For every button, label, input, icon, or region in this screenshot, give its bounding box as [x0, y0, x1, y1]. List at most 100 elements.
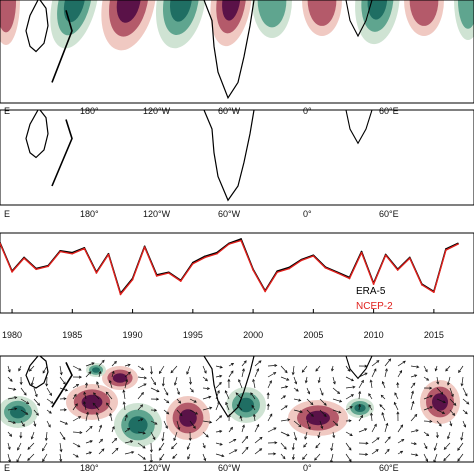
wind-vector-head-73 [23, 392, 27, 396]
point-ncep2-1998 [228, 243, 230, 245]
wind-vector-241 [332, 431, 335, 438]
wind-vector-224 [111, 426, 115, 433]
wind-vector-255 [42, 442, 48, 451]
wind-vector-head-276 [315, 445, 319, 449]
wind-vector-head-125 [224, 390, 228, 394]
contour-negative-3-2 [170, 0, 193, 22]
coastline-south-america-1 [203, 0, 255, 100]
wind-vector-192 [163, 420, 168, 429]
wind-vector-38 [31, 376, 35, 386]
vector-map-contour-8-2 [112, 373, 128, 383]
coastline-africa-2 [345, 110, 373, 145]
wind-vector-240 [318, 431, 321, 438]
wind-vector-head-194 [192, 425, 196, 429]
wind-vector-head-311 [302, 456, 306, 460]
vector-map-contour-1-2 [81, 394, 103, 410]
wind-vector-head-158 [194, 411, 199, 415]
wind-vector-head-235 [256, 423, 260, 428]
wind-vector-head-27 [364, 364, 368, 368]
wind-vector-head-310 [291, 456, 295, 461]
wind-vector-head-18 [243, 360, 247, 364]
wind-vector-head-242 [349, 433, 353, 436]
wind-vector-107 [462, 387, 468, 397]
wind-vector-253 [17, 442, 22, 451]
point-ncep2-1996 [204, 256, 206, 259]
wind-vector-118 [137, 392, 144, 400]
coastline-australia-3 [25, 356, 49, 389]
wind-vector-115 [93, 392, 100, 400]
wind-vector-297 [124, 451, 134, 455]
wind-vector-head-265 [171, 446, 175, 450]
wind-vector-head-287 [457, 447, 461, 451]
wind-vector-head-264 [158, 447, 162, 451]
point-ncep2-1999 [240, 239, 242, 242]
wind-vector-275 [303, 442, 308, 448]
wind-vector-50 [189, 376, 192, 385]
wind-vector-head-241 [332, 435, 336, 439]
wind-vector-head-2 [28, 368, 32, 372]
wind-vector-270 [241, 436, 248, 444]
map2-lon-label-2: 120°W [143, 209, 171, 219]
wind-vector-276 [315, 442, 321, 449]
map1-lon-label-3: 60°W [218, 106, 241, 116]
wind-vector-head-308 [273, 452, 277, 456]
wind-vector-265 [171, 442, 178, 450]
contour-positive-2-2 [116, 0, 141, 23]
wind-vector-head-312 [314, 457, 318, 461]
map1-lon-label-1: 180° [80, 106, 99, 116]
wind-vector-29 [384, 358, 391, 367]
point-ncep2-1988 [107, 253, 110, 256]
point-ncep2-1991 [143, 246, 146, 248]
wind-vector-134 [345, 394, 354, 400]
wind-vector-head-219 [44, 437, 48, 442]
wind-vector-306 [241, 447, 249, 455]
wind-vector-238 [293, 431, 297, 441]
wind-vector-132 [319, 398, 327, 406]
wind-vector-111 [46, 398, 54, 404]
map3-lon-label-2: 120°W [143, 463, 171, 473]
wind-vector-head-321 [433, 459, 437, 462]
wind-vector-head-199 [252, 413, 256, 417]
wind-vector-105 [436, 387, 444, 395]
wind-vector-head-121 [178, 400, 182, 404]
wind-vector-231 [202, 431, 209, 438]
point-ncep2-1981 [23, 257, 25, 260]
wind-vector-183 [46, 420, 51, 428]
wind-vector-36 [7, 376, 13, 382]
wind-vector-head-177 [441, 411, 446, 414]
wind-vector-20 [267, 365, 277, 367]
wind-vector-head-322 [443, 458, 447, 462]
wind-vector-98 [345, 386, 355, 389]
wind-vector-5 [72, 365, 82, 371]
wind-vector-head-278 [348, 447, 352, 451]
vector-map-contour-2-2 [128, 416, 148, 434]
wind-vector-head-13 [170, 370, 174, 374]
contour-negative-9-1 [457, 0, 474, 29]
wind-vector-258 [85, 440, 93, 444]
wind-vector-head-90 [238, 378, 241, 383]
wind-vector-head-263 [149, 449, 153, 453]
wind-vector-64 [371, 368, 377, 378]
wind-vector-head-23 [301, 369, 305, 373]
wind-vector-head-109 [26, 401, 30, 405]
wind-vector-head-293 [75, 454, 79, 458]
map1-lon-label-5: 60°E [379, 106, 399, 116]
wind-vector-182 [33, 420, 36, 427]
wind-vector-head-305 [234, 449, 238, 453]
wind-vector-head-259 [99, 438, 103, 442]
wind-vector-head-303 [203, 457, 207, 462]
wind-vector-head-71 [460, 383, 464, 387]
wind-vector-142 [449, 398, 457, 406]
wind-vector-2 [29, 365, 35, 372]
wind-vector-head-123 [208, 395, 212, 399]
wind-vector-head-229 [173, 437, 177, 442]
wind-vector-235 [254, 424, 259, 433]
wind-vector-head-82 [143, 383, 147, 387]
legend-ncep2: NCEP-2 [356, 301, 393, 312]
wind-vector-31 [410, 365, 419, 368]
wind-vector-287 [457, 442, 464, 451]
wind-vector-96 [319, 387, 324, 396]
wind-vector-head-43 [98, 370, 102, 375]
wind-vector-head-137 [380, 394, 384, 398]
wind-vector-head-307 [259, 448, 263, 452]
